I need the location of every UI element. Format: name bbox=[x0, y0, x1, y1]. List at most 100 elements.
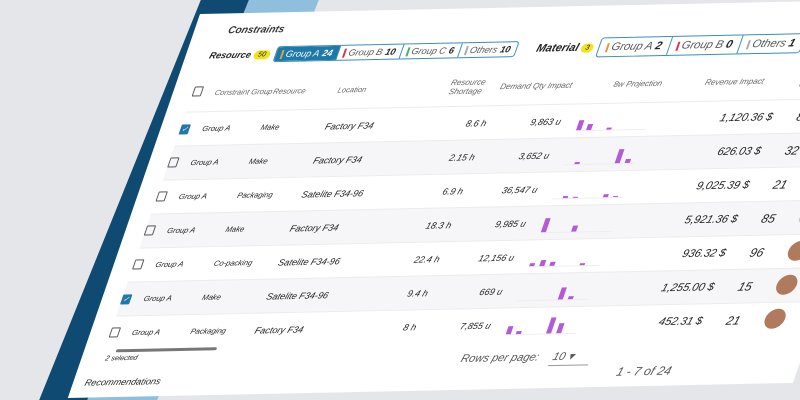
projection-bar bbox=[586, 123, 594, 130]
resource-filter-label: Resource bbox=[207, 49, 253, 61]
col-resource-shortage[interactable]: Resource Shortage bbox=[447, 77, 488, 97]
row-checkbox[interactable] bbox=[143, 224, 157, 236]
projection-bar bbox=[562, 195, 569, 198]
col-demand-qty-impact[interactable]: Demand Qty Impact bbox=[499, 80, 574, 91]
projection-bar bbox=[557, 286, 568, 299]
cell-revenue: 9,025.39 $ bbox=[694, 178, 752, 192]
cell-revenue: 5,921.36 $ bbox=[683, 212, 740, 226]
panel-title: Constraints bbox=[226, 24, 287, 37]
chip-label: Group A bbox=[284, 48, 322, 59]
cell-demand: 669 u bbox=[478, 286, 505, 297]
projection-bar bbox=[515, 330, 523, 334]
row-checkbox[interactable]: ✓ bbox=[178, 124, 191, 135]
cell-location: Satelite F34-96 bbox=[300, 187, 366, 200]
projection-bar bbox=[574, 161, 581, 164]
resource-count-badge: 50 bbox=[252, 49, 272, 60]
resource-chip-others[interactable]: Others 10 bbox=[458, 42, 518, 57]
projection-sparkline bbox=[517, 279, 595, 301]
cell-revenue: 936.32 $ bbox=[680, 246, 728, 260]
rows-per-page-value: 10 bbox=[550, 350, 568, 364]
rows-per-page-label: Rows per page: bbox=[459, 351, 541, 366]
cell-shortage: 9.4 h bbox=[406, 287, 430, 299]
cell-revenue: 452.31 $ bbox=[657, 314, 705, 328]
resource-chip-group-a[interactable]: Group A 24 bbox=[273, 45, 342, 62]
projection-sparkline bbox=[552, 177, 630, 199]
row-checkbox[interactable] bbox=[167, 156, 180, 168]
avatar[interactable] bbox=[761, 308, 789, 329]
projection-sparkline bbox=[528, 245, 607, 267]
chip-count: 2 bbox=[653, 40, 664, 53]
chip-count: 0 bbox=[724, 38, 735, 51]
cell-demand: 12,156 u bbox=[477, 252, 516, 263]
cell-resource: Make bbox=[259, 122, 281, 132]
avatar[interactable] bbox=[773, 274, 800, 295]
cell-location: Factory F34 bbox=[311, 154, 364, 166]
cell-revenue: 1,120.36 $ bbox=[718, 110, 775, 124]
recommendations-heading: Recommendations bbox=[83, 376, 163, 388]
cell-resource: Packaging bbox=[189, 326, 228, 336]
select-all-checkbox[interactable] bbox=[191, 86, 205, 97]
selected-count: 2 selected bbox=[104, 354, 139, 363]
cell-capacity: 86 bbox=[794, 108, 800, 124]
chip-label: Others bbox=[468, 44, 500, 56]
cell-capacity: 21 bbox=[771, 176, 790, 192]
col-location[interactable]: Location bbox=[336, 84, 369, 95]
row-checkbox[interactable] bbox=[132, 258, 145, 270]
col-8w-projection[interactable]: 8w Projection bbox=[612, 78, 664, 89]
col-constraint-group[interactable]: Constraint Group bbox=[213, 86, 275, 97]
projection-sparkline bbox=[505, 313, 583, 335]
cell-shortage: 6.9 h bbox=[441, 185, 465, 197]
chip-label: Group B bbox=[347, 46, 385, 58]
projection-sparkline bbox=[575, 109, 654, 131]
cell-resource: Co-packing bbox=[212, 258, 254, 268]
chip-count: 24 bbox=[320, 47, 335, 59]
cell-shortage: 2.15 h bbox=[447, 151, 477, 163]
projection-bar bbox=[579, 262, 586, 265]
col-revenue-impact[interactable]: Revenue Impact bbox=[703, 76, 766, 87]
cell-shortage: 18.3 h bbox=[424, 219, 454, 231]
filter-bar: Resource 50 Group A 24 Group B 10 Group C 6 Ot… bbox=[206, 33, 800, 66]
cell-demand: 7,855 u bbox=[458, 320, 493, 331]
col-resource[interactable]: Resource bbox=[271, 85, 308, 96]
projection-bar bbox=[613, 195, 619, 197]
projection-bar bbox=[556, 322, 565, 333]
projection-bar bbox=[541, 217, 551, 232]
cell-capacity: 96 bbox=[747, 244, 767, 260]
cell-group: Group A bbox=[154, 259, 186, 270]
cell-location: Satelite F34-96 bbox=[265, 289, 331, 302]
rows-per-page-select[interactable]: 10 ▾ bbox=[547, 347, 595, 367]
cell-demand: 9,863 u bbox=[529, 116, 563, 127]
rows-per-page: Rows per page: 10 ▾ bbox=[458, 347, 595, 368]
material-chip-others[interactable]: Others 1 bbox=[737, 34, 800, 53]
avatar[interactable] bbox=[785, 240, 800, 261]
projection-sparkline bbox=[540, 211, 619, 233]
cell-location: Factory F34 bbox=[323, 120, 376, 132]
row-checkbox[interactable] bbox=[155, 190, 169, 202]
material-chips: Group A 2 Group B 0 Others 1 bbox=[595, 33, 800, 58]
cell-group: Group A bbox=[177, 191, 209, 202]
chip-label: Group B bbox=[679, 38, 726, 52]
cell-resource: Make bbox=[247, 156, 270, 166]
cell-group: Group A bbox=[165, 225, 197, 236]
material-filter-label: Material bbox=[534, 41, 581, 55]
col-allocated-capacity[interactable]: Allocated Capacity bbox=[797, 70, 800, 89]
projection-sparkline bbox=[564, 143, 642, 165]
projection-bar bbox=[624, 158, 632, 163]
row-checkbox[interactable] bbox=[108, 326, 122, 338]
projection-bar bbox=[606, 127, 613, 130]
cell-shortage: 8.6 h bbox=[464, 117, 489, 129]
resource-chips: Group A 24 Group B 10 Group C 6 Others 10 bbox=[272, 41, 520, 63]
row-checkbox[interactable]: ✓ bbox=[119, 294, 133, 305]
chip-count: 6 bbox=[447, 45, 456, 56]
cell-location: Factory F34 bbox=[288, 222, 341, 234]
projection-bar bbox=[505, 325, 514, 334]
cell-resource: Packaging bbox=[235, 190, 275, 200]
projection-bar bbox=[539, 259, 547, 266]
resource-chip-group-b[interactable]: Group B 10 bbox=[336, 44, 405, 60]
cell-group: Group A bbox=[142, 293, 174, 304]
cell-resource: Make bbox=[200, 292, 223, 302]
cell-group: Group A bbox=[130, 327, 162, 338]
